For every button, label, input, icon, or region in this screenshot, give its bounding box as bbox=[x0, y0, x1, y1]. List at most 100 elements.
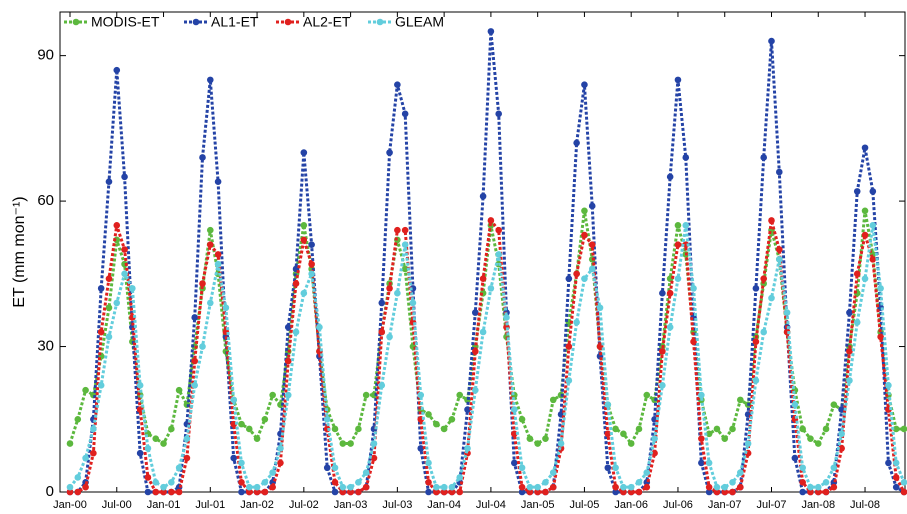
data-point bbox=[526, 483, 534, 491]
data-point bbox=[284, 323, 292, 331]
data-point bbox=[105, 333, 113, 341]
data-point bbox=[721, 435, 729, 442]
data-point bbox=[362, 483, 370, 491]
y-tick-label: 30 bbox=[37, 338, 54, 355]
data-point bbox=[612, 425, 619, 433]
data-point bbox=[191, 314, 199, 321]
data-point bbox=[386, 333, 393, 341]
data-point bbox=[588, 202, 596, 210]
data-point bbox=[674, 241, 682, 249]
data-point bbox=[238, 488, 245, 496]
series-line bbox=[70, 31, 905, 494]
data-point bbox=[245, 488, 253, 496]
data-point bbox=[651, 449, 658, 457]
data-point bbox=[768, 37, 775, 45]
data-point bbox=[900, 425, 907, 433]
data-point bbox=[160, 483, 167, 491]
data-point bbox=[620, 488, 627, 496]
data-point bbox=[347, 440, 354, 447]
data-point bbox=[822, 479, 830, 486]
data-point bbox=[596, 304, 604, 312]
data-point bbox=[612, 488, 619, 496]
data-point bbox=[775, 246, 783, 253]
data-point bbox=[440, 488, 448, 496]
data-point bbox=[737, 396, 744, 404]
data-point bbox=[66, 483, 74, 491]
data-point bbox=[557, 440, 565, 447]
data-point bbox=[729, 425, 736, 433]
data-point bbox=[464, 406, 471, 413]
data-point bbox=[105, 275, 113, 282]
data-point bbox=[456, 391, 464, 399]
data-point bbox=[479, 275, 487, 282]
data-point bbox=[401, 241, 409, 249]
data-point bbox=[269, 391, 276, 399]
data-point bbox=[292, 328, 300, 336]
data-point bbox=[775, 168, 783, 176]
data-point bbox=[581, 81, 588, 89]
data-point bbox=[666, 289, 674, 297]
data-point bbox=[885, 382, 892, 389]
data-point bbox=[105, 304, 113, 312]
data-point bbox=[66, 488, 74, 496]
data-point bbox=[830, 401, 838, 409]
data-point bbox=[604, 430, 612, 438]
data-point bbox=[760, 154, 768, 161]
data-point bbox=[292, 280, 300, 287]
data-point bbox=[752, 338, 760, 345]
data-point bbox=[814, 488, 822, 496]
data-point bbox=[581, 207, 588, 215]
data-point bbox=[853, 188, 861, 195]
data-point bbox=[659, 289, 666, 297]
data-point bbox=[152, 435, 160, 442]
y-axis-label: ET (mm mon⁻¹) bbox=[11, 196, 28, 307]
data-point bbox=[464, 445, 471, 452]
data-point bbox=[729, 479, 736, 486]
data-point bbox=[238, 479, 245, 486]
data-point bbox=[573, 139, 580, 147]
data-point bbox=[760, 275, 768, 282]
data-point bbox=[713, 483, 721, 491]
data-point bbox=[721, 483, 729, 491]
data-point bbox=[565, 343, 573, 350]
data-point bbox=[565, 377, 573, 384]
data-point bbox=[74, 488, 82, 496]
data-point bbox=[425, 479, 432, 486]
data-point bbox=[892, 483, 900, 491]
data-point bbox=[113, 299, 121, 307]
data-point bbox=[214, 260, 222, 268]
data-point bbox=[199, 343, 206, 350]
data-point bbox=[160, 440, 167, 447]
data-point bbox=[627, 488, 635, 496]
data-point bbox=[534, 483, 541, 491]
y-tick-label: 0 bbox=[46, 483, 54, 500]
data-point bbox=[713, 488, 721, 496]
data-point bbox=[581, 231, 588, 239]
data-point bbox=[199, 280, 206, 287]
x-tick-label: Jul-00 bbox=[102, 499, 132, 511]
data-point bbox=[612, 483, 619, 491]
data-point bbox=[245, 483, 253, 491]
data-point bbox=[705, 459, 713, 467]
data-point bbox=[487, 285, 495, 292]
data-point bbox=[892, 459, 900, 467]
legend-label: GLEAM bbox=[395, 14, 444, 30]
legend-marker bbox=[284, 18, 292, 26]
data-point bbox=[791, 454, 799, 462]
x-tick-label: Jan-01 bbox=[147, 499, 181, 511]
data-point bbox=[604, 464, 612, 472]
data-point bbox=[612, 464, 619, 472]
data-point bbox=[487, 217, 495, 224]
data-point bbox=[300, 236, 308, 244]
data-point bbox=[565, 275, 573, 282]
data-point bbox=[705, 430, 713, 438]
data-point bbox=[487, 28, 495, 35]
data-point bbox=[269, 469, 276, 476]
series-line bbox=[70, 216, 906, 494]
data-point bbox=[230, 454, 237, 462]
data-point bbox=[206, 241, 214, 249]
data-point bbox=[355, 425, 362, 433]
data-point bbox=[643, 483, 651, 491]
data-point bbox=[495, 251, 502, 258]
data-point bbox=[386, 285, 393, 292]
